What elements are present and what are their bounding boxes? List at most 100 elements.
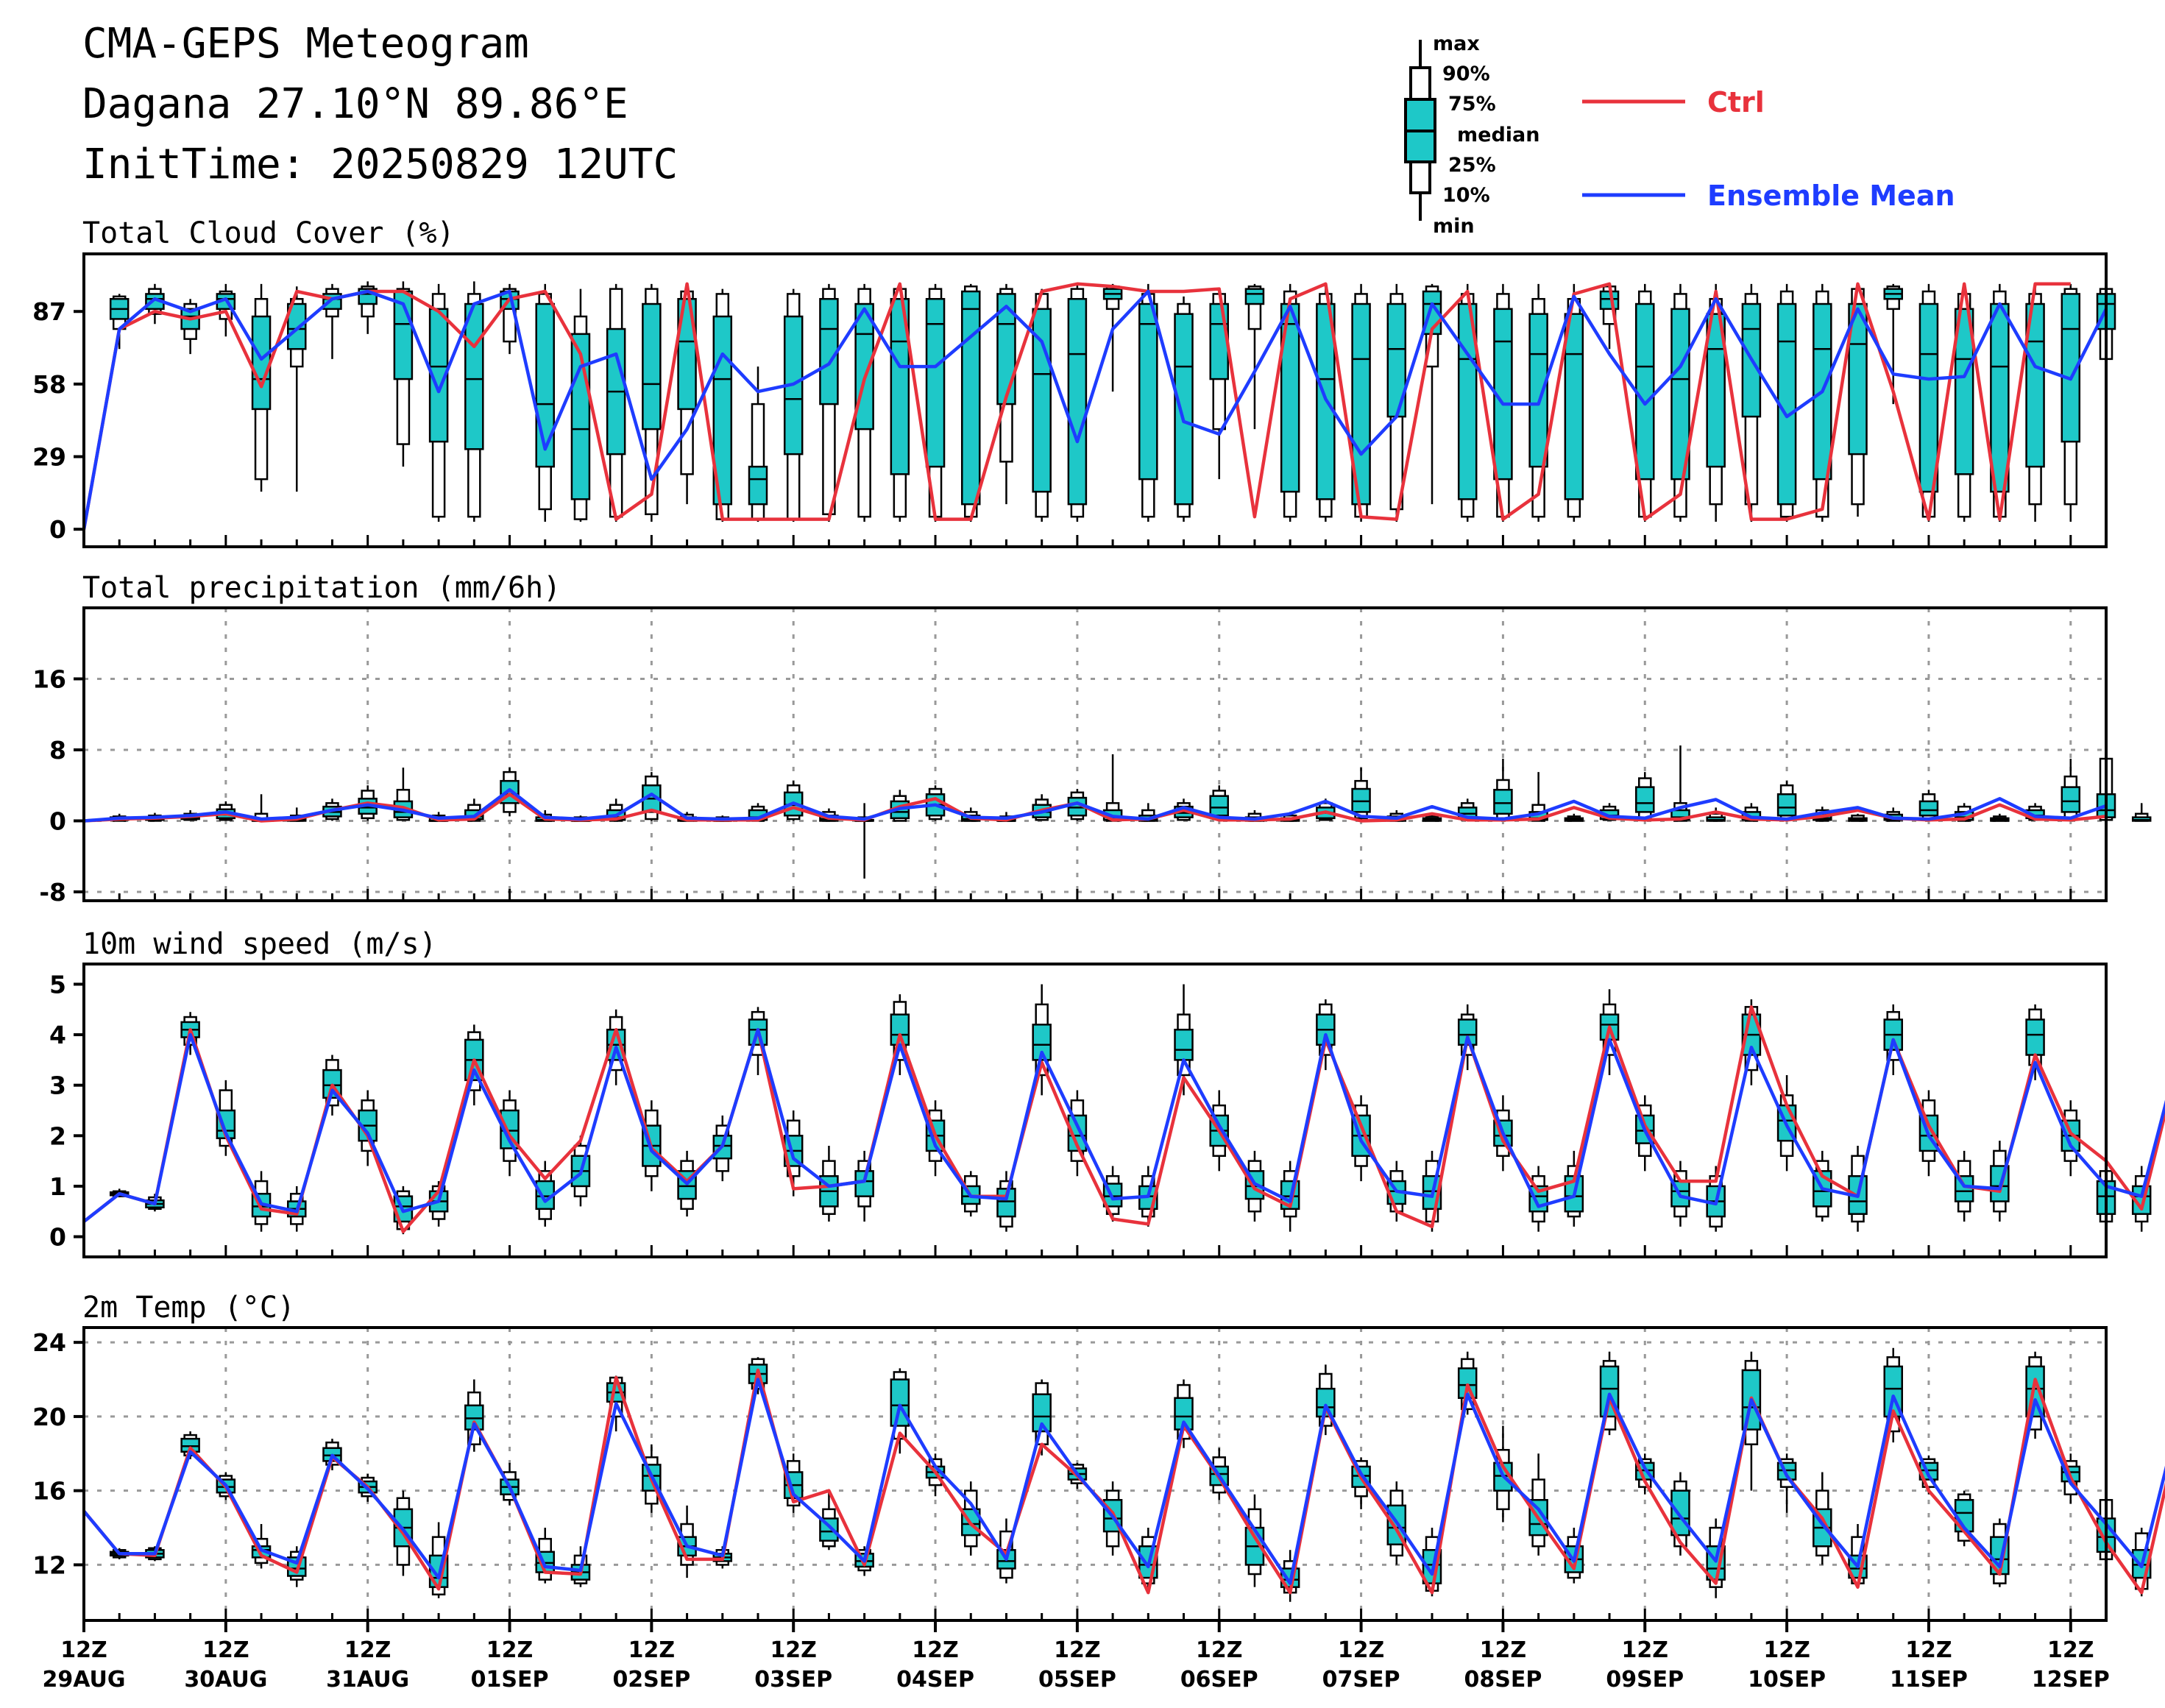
cloud-boxplot	[1954, 288, 1974, 522]
temp-ctrl-line	[82, 1368, 2165, 1595]
wind-boxplot	[1848, 1146, 1868, 1232]
precip-y-tick-label: 8	[49, 736, 66, 765]
precip-boxplot	[1918, 790, 1939, 821]
cloud-boxplot	[1564, 283, 1584, 522]
x-axis: 12Z 29AUG 12Z 30AUG 12Z 31AUG 12Z 01SEP 12Z 02SEP…	[42, 1620, 2110, 1693]
wind-boxplot	[2025, 1004, 2045, 1080]
precip-boxplot	[1635, 772, 1655, 821]
cloud-boxplot	[1067, 283, 1088, 522]
cloud-boxplot	[1457, 283, 1478, 522]
x-tick-hour-label: 12Z	[1763, 1637, 1810, 1663]
cloud-frame	[82, 252, 2108, 548]
precip-boxplot	[1102, 754, 1123, 822]
temp-y-tick-label: 24	[32, 1328, 66, 1357]
cloud-boxplot	[2025, 283, 2045, 522]
cloud-boxplot	[109, 294, 130, 350]
cloud-boxplot	[1351, 283, 1371, 522]
cloud-boxplot	[890, 283, 910, 522]
x-tick-hour-label: 12Z	[1196, 1637, 1243, 1663]
cloud-boxplot	[1813, 283, 1832, 522]
x-tick-hour-label: 12Z	[1480, 1637, 1527, 1663]
cloud-boxplot	[570, 288, 591, 522]
init-time-label: InitTime: 20250829 12UTC	[82, 141, 678, 188]
wind-y-tick-label: 4	[49, 1021, 66, 1049]
wind-y-tick-label: 1	[49, 1172, 66, 1201]
x-tick-hour-label: 12Z	[912, 1637, 959, 1663]
cloud-boxplot	[606, 283, 626, 522]
cloud-y-tick-label: 58	[32, 370, 66, 399]
x-tick-date-label: 03SEP	[754, 1667, 832, 1693]
precip-mean-line	[83, 787, 2107, 823]
cloud-boxplot	[1032, 288, 1052, 522]
x-tick-date-label: 12SEP	[2032, 1667, 2110, 1693]
precip-boxplot	[1564, 813, 1584, 822]
cloud-cover-panel: Total Cloud Cover (%) 0 29 58 87	[32, 216, 2116, 548]
wind-y-tick-label: 5	[49, 970, 66, 999]
x-tick-date-label: 08SEP	[1464, 1667, 1542, 1693]
x-tick-date-label: 11SEP	[1890, 1667, 1968, 1693]
cloud-boxplot	[1244, 283, 1265, 430]
precip-boxplot	[2061, 759, 2081, 821]
cloud-boxplot	[1174, 296, 1194, 522]
x-tick-hour-label: 12Z	[60, 1637, 107, 1663]
precip-boxplot	[854, 803, 874, 879]
wind-frame	[82, 963, 2108, 1258]
wind-speed-panel: 10m wind speed (m/s) 0 1 2 3 4 5	[49, 927, 2165, 1258]
precip-boxplot	[500, 768, 520, 817]
cloud-boxplot	[1102, 283, 1123, 392]
cloud-mean-line	[82, 289, 2108, 530]
temp-mean-line	[82, 1378, 2165, 1585]
cloud-y-tick-label: 0	[49, 515, 66, 544]
x-tick-date-label: 02SEP	[612, 1667, 690, 1693]
x-tick-date-label: 31AUG	[326, 1667, 409, 1693]
cloud-boxplot	[145, 283, 165, 325]
temp-boxplot	[464, 1379, 484, 1452]
wind-speed-title: 10m wind speed (m/s)	[82, 927, 437, 961]
x-tick-date-label: 01SEP	[471, 1667, 549, 1693]
cloud-boxplot	[464, 281, 484, 522]
temp-boxplot	[1990, 1518, 2010, 1587]
cloud-boxplot	[251, 283, 272, 492]
wind-mean-line	[82, 1027, 2165, 1223]
cloud-boxplot	[1209, 288, 1229, 480]
temp-frame	[82, 1326, 2108, 1622]
temperature-title: 2m Temp (°C)	[82, 1291, 295, 1325]
cloud-boxplot	[1883, 283, 1903, 405]
cloud-boxplot	[1670, 283, 1690, 522]
wind-boxplot	[1990, 1141, 2010, 1222]
cloud-boxplot	[1316, 283, 1336, 522]
precip-boxplot	[1422, 813, 1442, 822]
legend-min-label: min	[1433, 215, 1475, 238]
legend-boxplot-key	[1404, 40, 1436, 221]
x-tick-date-label: 29AUG	[42, 1667, 125, 1693]
precip-y-tick-label: -8	[39, 878, 66, 907]
cloud-boxplot	[1918, 283, 1939, 522]
temp-boxplot	[1883, 1347, 1903, 1443]
temp-boxplot	[1316, 1364, 1336, 1436]
precipitation-title: Total precipitation (mm/6h)	[82, 571, 561, 605]
legend-max-label: max	[1433, 32, 1480, 55]
legend-ctrl-label: Ctrl	[1707, 86, 1765, 118]
cloud-boxplot	[1280, 283, 1300, 522]
cloud-ctrl-line	[82, 282, 2071, 530]
x-tick-hour-label: 12Z	[1054, 1637, 1101, 1663]
x-tick-hour-label: 12Z	[202, 1637, 249, 1663]
x-tick-hour-label: 12Z	[628, 1637, 676, 1663]
wind-boxplot	[1102, 1166, 1123, 1222]
temp-y-tick-label: 16	[32, 1477, 66, 1506]
precip-boxplot	[1209, 785, 1229, 821]
temp-y-tick-label: 20	[32, 1403, 66, 1431]
x-tick-hour-label: 12Z	[344, 1637, 391, 1663]
cloud-boxplot	[1706, 283, 1726, 522]
precip-boxplot	[2131, 803, 2152, 822]
location-label: Dagana 27.10°N 89.86°E	[82, 80, 628, 128]
precip-y-tick-label: 0	[49, 807, 66, 835]
legend-p10-label: 10%	[1442, 184, 1490, 207]
precip-boxplot	[1848, 813, 1868, 822]
cloud-boxplot	[748, 366, 768, 522]
cloud-boxplot	[1741, 283, 1762, 522]
x-tick-date-label: 06SEP	[1180, 1667, 1258, 1693]
x-tick-date-label: 10SEP	[1748, 1667, 1826, 1693]
precip-frame	[82, 606, 2108, 902]
